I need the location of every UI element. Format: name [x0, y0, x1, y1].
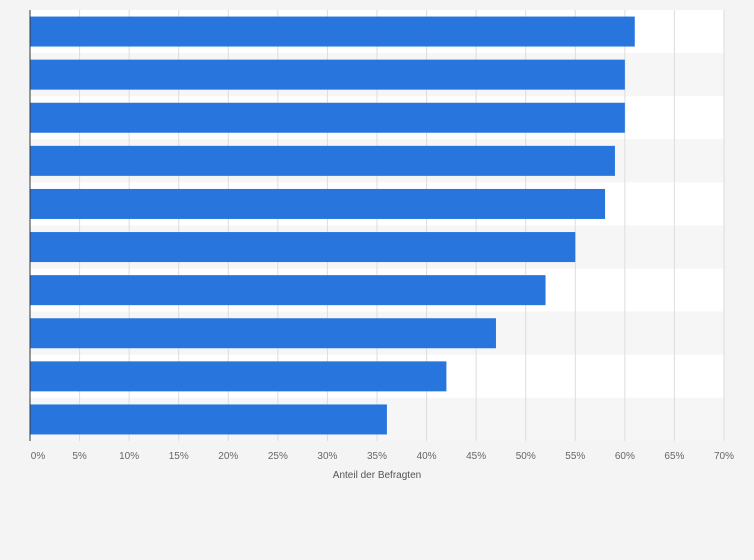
x-tick-label: 10%	[119, 451, 139, 462]
bar[interactable]	[30, 16, 635, 47]
x-tick-label: 45%	[466, 451, 486, 462]
bar[interactable]	[30, 145, 615, 176]
x-tick-label: 15%	[169, 451, 189, 462]
x-tick-label: 55%	[565, 451, 585, 462]
bar[interactable]	[30, 275, 546, 306]
x-tick-label: 40%	[417, 451, 437, 462]
bars	[30, 16, 635, 435]
bar[interactable]	[30, 188, 606, 219]
x-tick-label: 70%	[714, 451, 734, 462]
bar[interactable]	[30, 102, 625, 133]
x-axis-title: Anteil der Befragten	[333, 470, 421, 481]
x-tick-label: 25%	[268, 451, 288, 462]
bar[interactable]	[30, 318, 496, 349]
x-tick-label: 65%	[664, 451, 684, 462]
x-tick-label: 20%	[218, 451, 238, 462]
bar[interactable]	[30, 232, 576, 263]
bar[interactable]	[30, 361, 447, 392]
x-tick-label: 0%	[31, 451, 46, 462]
x-tick-label: 30%	[317, 451, 337, 462]
x-tick-label: 60%	[615, 451, 635, 462]
x-tick-label: 35%	[367, 451, 387, 462]
x-tick-label: 5%	[72, 451, 87, 462]
x-axis-ticks: 0% 5% 10% 15% 20% 25% 30% 35% 40% 45% 50% 55% 60% 65%…	[31, 451, 734, 462]
bar[interactable]	[30, 59, 625, 90]
x-tick-label: 50%	[516, 451, 536, 462]
bar[interactable]	[30, 404, 387, 435]
